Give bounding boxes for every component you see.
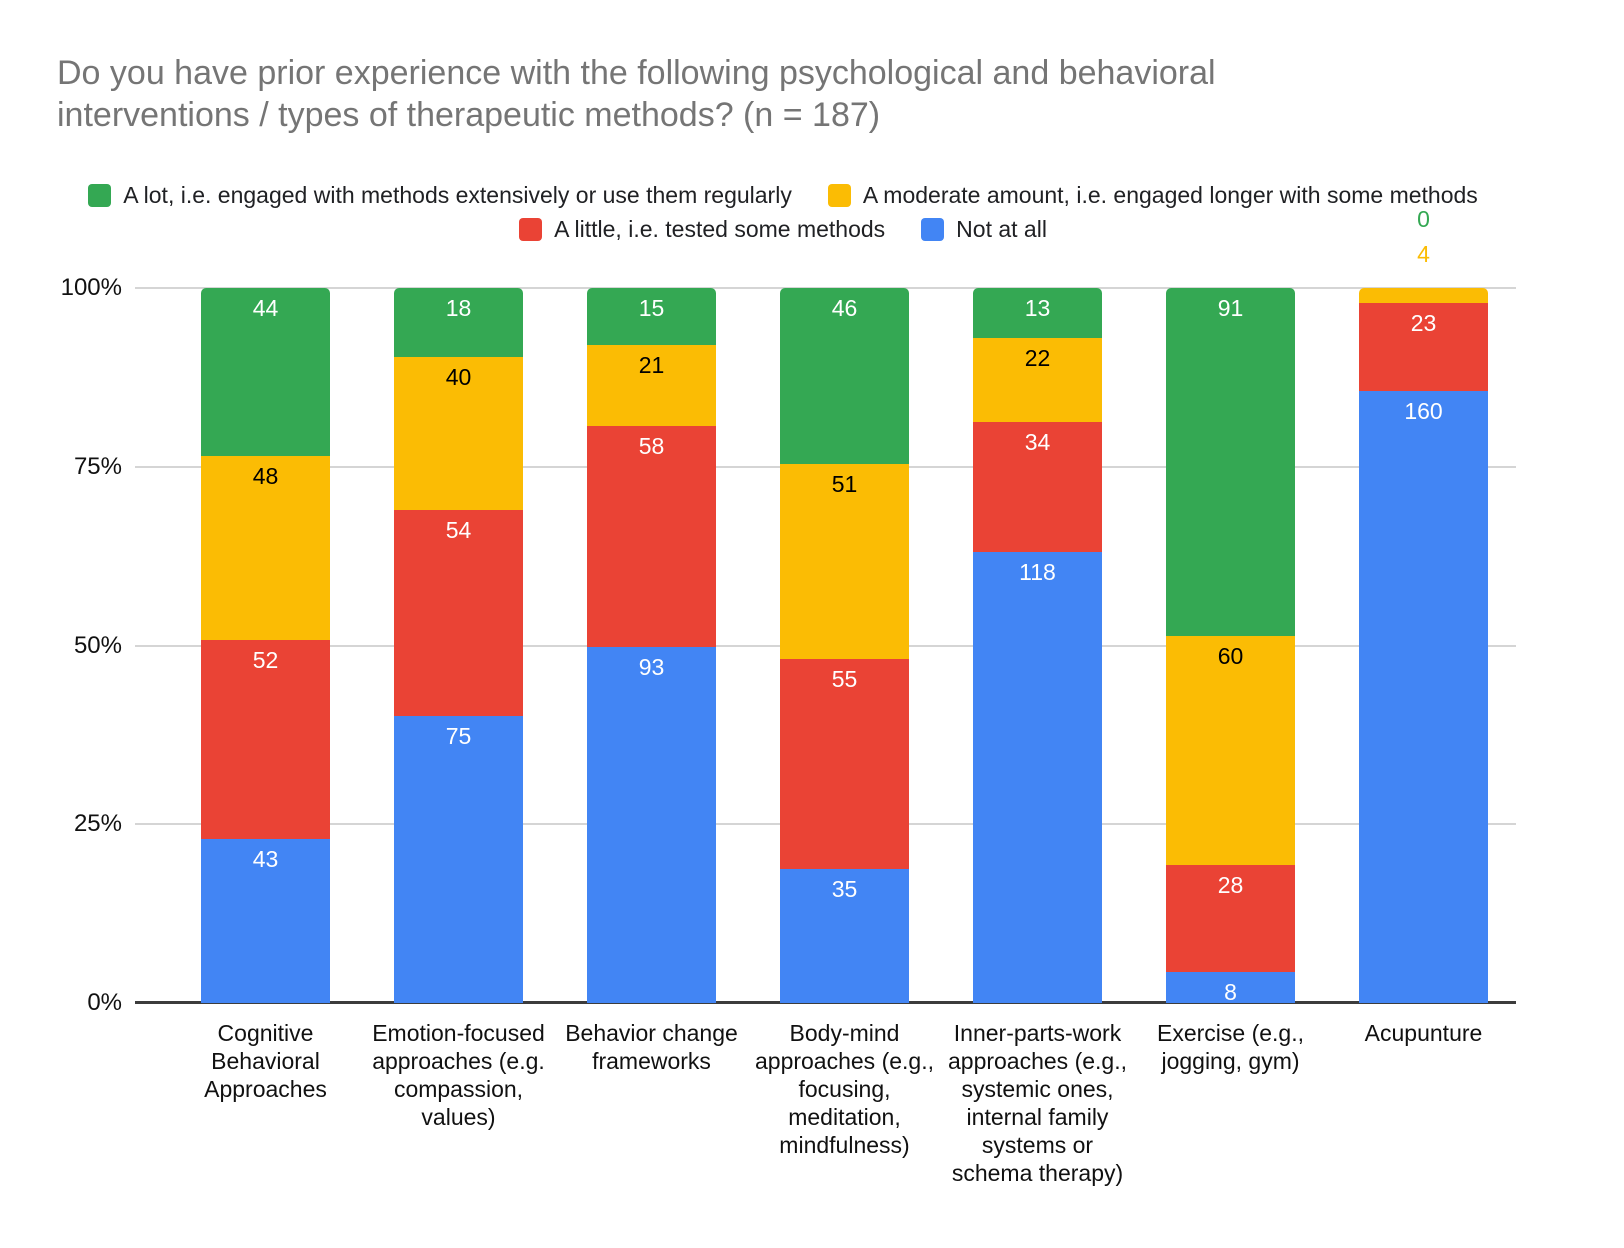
- bar-segment[interactable]: 21: [587, 345, 716, 426]
- y-axis-tick-label: 100%: [60, 274, 122, 301]
- bar-column: 44 48 52 43: [169, 288, 362, 1003]
- segment-value-label: 52: [252, 646, 279, 673]
- legend-row: A little, i.e. tested some methods Not at…: [60, 216, 1506, 243]
- outside-value-label: 0: [1417, 206, 1430, 232]
- bar-segment[interactable]: 118: [973, 551, 1102, 1003]
- bar-segment[interactable]: 58: [587, 425, 716, 648]
- x-axis-label: Inner-parts-work approaches (e.g., syste…: [947, 1020, 1127, 1186]
- segment-value-label: 13: [1024, 295, 1051, 321]
- bar-segment[interactable]: 13: [973, 288, 1102, 338]
- bar-segment[interactable]: 44: [201, 288, 330, 457]
- segment-value-label: 60: [1217, 642, 1244, 669]
- bar-segment[interactable]: 93: [587, 647, 716, 1003]
- segment-value-label: 160: [1404, 398, 1443, 425]
- outside-value-label: 4: [1417, 241, 1430, 267]
- bar: 23 160: [1359, 288, 1488, 1003]
- segment-value-label: 93: [638, 654, 665, 681]
- segment-value-label: 48: [252, 463, 279, 490]
- legend-item: A little, i.e. tested some methods: [519, 216, 885, 243]
- legend-label: A moderate amount, i.e. engaged longer w…: [862, 182, 1478, 208]
- chart-title: Do you have prior experience with the fo…: [57, 54, 1216, 134]
- segment-value-label: 40: [445, 363, 472, 390]
- bar-column: 23 160: [1327, 288, 1520, 1003]
- bar: 44 48 52 43: [201, 288, 330, 1003]
- bar-column: 15 21 58 93: [555, 288, 748, 1003]
- y-axis-tick-label: 75%: [73, 452, 122, 480]
- x-axis-label: Exercise (e.g., jogging, gym): [1157, 1020, 1304, 1074]
- bar-segment[interactable]: [1359, 288, 1488, 304]
- segment-value-label: 54: [445, 516, 472, 543]
- x-axis-label: Behavior change frameworks: [565, 1020, 738, 1074]
- bar: 15 21 58 93: [587, 288, 716, 1003]
- segment-value-label: 8: [1224, 979, 1237, 1006]
- segment-value-label: 15: [638, 295, 665, 321]
- y-axis-tick-label: 50%: [73, 631, 122, 659]
- x-axis-label: Body-mind approaches (e.g., focusing, me…: [754, 1020, 934, 1158]
- bar-segment[interactable]: 48: [201, 456, 330, 640]
- bar: 13 22 34 118: [973, 288, 1102, 1003]
- segment-value-label: 22: [1024, 344, 1051, 371]
- bar-segment[interactable]: 28: [1166, 865, 1295, 973]
- bar-segment[interactable]: 40: [394, 356, 523, 510]
- bar-segment[interactable]: 55: [780, 658, 909, 870]
- segment-value-label: 55: [831, 665, 858, 692]
- segment-value-label: 91: [1217, 295, 1244, 321]
- bar-segment[interactable]: 51: [780, 463, 909, 659]
- bar-column: 91 60 28 8: [1134, 288, 1327, 1006]
- segment-value-label: 46: [831, 295, 858, 321]
- segment-value-label: 23: [1410, 310, 1437, 337]
- bar: 18 40 54 75: [394, 288, 523, 1003]
- bar-segment[interactable]: 46: [780, 288, 909, 464]
- bar-column: 13 22 34 118: [941, 288, 1134, 1003]
- legend-item: A moderate amount, i.e. engaged longer w…: [827, 182, 1478, 209]
- bar-segment[interactable]: 52: [201, 639, 330, 839]
- legend-swatch-icon: [88, 184, 112, 207]
- segment-value-label: 35: [831, 876, 858, 903]
- bar-segment[interactable]: 35: [780, 869, 909, 1003]
- segment-value-label: 44: [252, 295, 279, 321]
- bar-segment[interactable]: 8: [1166, 972, 1295, 1006]
- bar-segment[interactable]: 160: [1359, 391, 1488, 1003]
- bar: 46 51 55 35: [780, 288, 909, 1003]
- segment-value-label: 21: [638, 352, 665, 379]
- segment-value-label: 118: [1019, 558, 1056, 585]
- bar-segment[interactable]: 75: [394, 716, 523, 1003]
- segment-value-label: 34: [1024, 428, 1051, 455]
- bar-segment[interactable]: 23: [1359, 303, 1488, 392]
- y-axis-tick-label: 0%: [87, 989, 122, 1016]
- y-axis-tick-label: 25%: [73, 810, 122, 838]
- bar-segment[interactable]: 60: [1166, 635, 1295, 866]
- segment-value-label: 58: [638, 432, 665, 459]
- bar-segment[interactable]: 54: [394, 509, 523, 717]
- legend-item: A lot, i.e. engaged with methods extensi…: [88, 182, 792, 209]
- bar-segment[interactable]: 18: [394, 288, 523, 357]
- segment-value-label: 18: [445, 295, 472, 321]
- legend-row: A lot, i.e. engaged with methods extensi…: [60, 182, 1506, 209]
- bar-segment[interactable]: 15: [587, 288, 716, 346]
- bar-segment[interactable]: 22: [973, 337, 1102, 422]
- segment-value-label: 75: [445, 723, 472, 750]
- segment-value-label: 51: [831, 470, 858, 497]
- legend-item: Not at all: [921, 216, 1047, 243]
- bar-column: 18 40 54 75: [362, 288, 555, 1003]
- bar: 91 60 28 8: [1166, 288, 1295, 1006]
- x-axis-label: Acupunture: [1364, 1020, 1483, 1046]
- legend: A lot, i.e. engaged with methods extensi…: [60, 182, 1506, 243]
- bar-segment[interactable]: 34: [973, 421, 1102, 552]
- bar-segment[interactable]: 43: [201, 838, 330, 1003]
- legend-label: A little, i.e. tested some methods: [554, 216, 886, 242]
- segment-value-label: 43: [252, 845, 279, 872]
- legend-label: Not at all: [956, 216, 1047, 242]
- bar-segment[interactable]: 91: [1166, 288, 1295, 636]
- legend-swatch-icon: [519, 218, 543, 241]
- legend-swatch-icon: [921, 218, 945, 241]
- x-axis-label: Emotion-focused approaches (e.g. compass…: [372, 1020, 545, 1130]
- segment-value-label: 28: [1217, 872, 1244, 899]
- legend-label: A lot, i.e. engaged with methods extensi…: [123, 182, 792, 208]
- x-axis-label: Cognitive Behavioral Approaches: [204, 1020, 327, 1102]
- bar-column: 46 51 55 35: [748, 288, 941, 1003]
- legend-swatch-icon: [827, 184, 851, 207]
